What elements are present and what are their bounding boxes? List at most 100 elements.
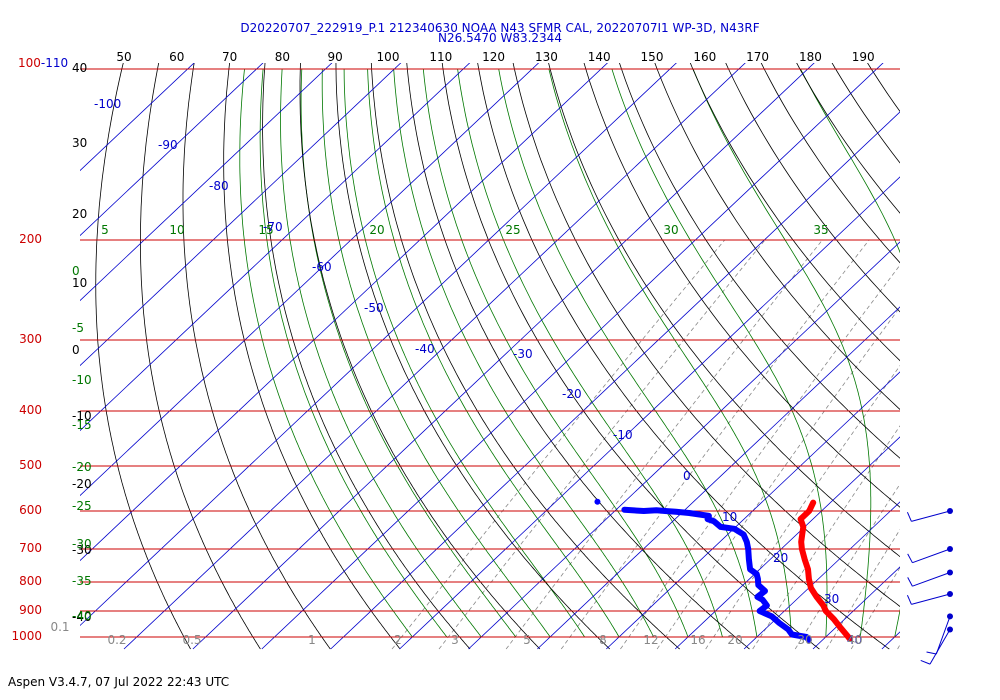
- isotherm-label--20: -20: [562, 387, 582, 401]
- wind-barb-station: [947, 507, 953, 514]
- isotherm-10: [743, 501, 900, 650]
- wind-barb-840: [906, 590, 953, 605]
- dry-adiabat-230: [223, 63, 401, 650]
- moist-adiabat--5: [393, 68, 654, 638]
- dry-adiabat-340: [619, 63, 900, 459]
- pressure-label-300: 300: [19, 332, 42, 346]
- top-theta-label-80: 80: [275, 50, 290, 64]
- isotherm-label--10: -10: [613, 428, 633, 442]
- pressure-label-200: 200: [19, 232, 42, 246]
- dry-adiabat-200: [95, 63, 191, 650]
- mixing-ratio-line-0.1: [391, 239, 726, 650]
- dry-adiabat-220: [182, 63, 331, 650]
- wind-barb-flag: [926, 651, 937, 655]
- top-theta-label-90: 90: [328, 50, 343, 64]
- top-theta-label-130: 130: [535, 50, 558, 64]
- mixing-ratio-label-1: 1: [308, 633, 316, 647]
- pressure-label-900: 900: [19, 603, 42, 617]
- wind-barb-flag: [920, 659, 931, 665]
- dry-adiabat-400: [831, 63, 900, 164]
- moist-adiabat--20: [321, 68, 551, 638]
- pressure-label-700: 700: [19, 541, 42, 555]
- isotherm--50: [330, 111, 900, 650]
- mixing-ratio-label-0.5: 0.5: [182, 633, 201, 647]
- moist-adiabat--15: [343, 68, 585, 638]
- mixing-ratio-label-12: 12: [643, 633, 658, 647]
- mixing-ratio-line-12: [794, 483, 900, 650]
- dewpoint-outlier-point: [594, 498, 601, 505]
- top-theta-label-140: 140: [588, 50, 611, 64]
- mixing-ratio-label-0.1: 0.1: [50, 620, 69, 634]
- dry-adiabat-300: [477, 63, 890, 650]
- wind-barb-staff: [935, 616, 951, 655]
- moist-left-label--15: -15: [72, 418, 92, 432]
- top-theta-label-120: 120: [482, 50, 505, 64]
- mixing-ratio-label-2: 2: [394, 633, 402, 647]
- moist-adiabat-35: [929, 69, 999, 637]
- sounding-profiles: [594, 498, 853, 643]
- moist-left-label--5: -5: [72, 321, 84, 335]
- mixing-ratio-label-20: 20: [727, 633, 742, 647]
- top-theta-label-190: 190: [852, 50, 875, 64]
- chart-title-line2: N26.5470 W83.2344: [438, 31, 562, 45]
- wind-barb-600: [906, 507, 953, 522]
- isotherm-30: [881, 631, 900, 650]
- left-dry-label-30: 30: [72, 136, 87, 150]
- mixing-ratio-line-3: [656, 306, 900, 650]
- isotherm--140: [80, 63, 333, 302]
- isotherm--110: [80, 63, 540, 497]
- isotherm-40: [951, 56, 1000, 649]
- top-theta-label-100: 100: [377, 50, 400, 64]
- dry-adiabat-260: [335, 63, 611, 650]
- moist-adiabat-15: [548, 68, 792, 638]
- isotherm-label--60: -60: [312, 260, 332, 274]
- moist-adiabat--40: [239, 68, 413, 638]
- isotherm-label--70: -70: [263, 220, 283, 234]
- isotherm--70: [192, 63, 815, 650]
- moist-left-label--20: -20: [72, 460, 92, 474]
- wind-barb-770: [907, 569, 953, 587]
- moist-adiabat--10: [367, 68, 620, 638]
- dry-adiabat-430: [934, 56, 1000, 649]
- isotherm-label--30: -30: [513, 347, 533, 361]
- left-dry-label-0: 0: [72, 343, 80, 357]
- dry-adiabat-350: [654, 63, 900, 410]
- isotherm-label--80: -80: [209, 179, 229, 193]
- moist-adiabat-30: [800, 68, 900, 638]
- isotherm--160: [80, 63, 195, 172]
- moist-adiabat-10: [498, 68, 758, 638]
- dry-adiabat-310: [512, 63, 900, 607]
- isotherm--20: [537, 306, 900, 650]
- moist-left-label-0: 0: [72, 264, 80, 278]
- left-dry-label-10: 10: [72, 276, 87, 290]
- moist-top-label-30: 30: [663, 223, 678, 237]
- moist-top-label-35: 35: [813, 223, 828, 237]
- dry-adiabat-360: [689, 63, 900, 362]
- isotherm-label--50: -50: [364, 301, 384, 315]
- moist-left-label--30: -30: [72, 537, 92, 551]
- isotherm-label-40: 40: [847, 633, 862, 647]
- dry-adiabat-410: [867, 63, 900, 113]
- wind-barb-flag: [907, 553, 913, 563]
- mixing-ratio-label-5: 5: [523, 633, 531, 647]
- wind-barb-staff: [929, 629, 951, 665]
- temperature-profile: [797, 499, 853, 642]
- mixing-ratio-line-30: [897, 643, 900, 650]
- moist-left-label--10: -10: [72, 373, 92, 387]
- isotherm-label-20: 20: [773, 551, 788, 565]
- left-dry-label-40: 40: [72, 61, 87, 75]
- top-theta-label-60: 60: [169, 50, 184, 64]
- top-theta-label-180: 180: [799, 50, 822, 64]
- isotherm--30: [468, 241, 900, 650]
- moist-adiabat--35: [259, 68, 448, 638]
- dry-adiabats: [95, 56, 1000, 650]
- isotherm--150: [80, 63, 264, 237]
- pressure-label-100-110: 100-110: [18, 56, 68, 70]
- pressure-label-100: 100: [18, 56, 41, 70]
- mixing-ratio-label-3: 3: [451, 633, 459, 647]
- isotherm--10: [606, 371, 900, 650]
- pressure-label-400: 400: [19, 403, 42, 417]
- moist-adiabat-0: [422, 68, 689, 638]
